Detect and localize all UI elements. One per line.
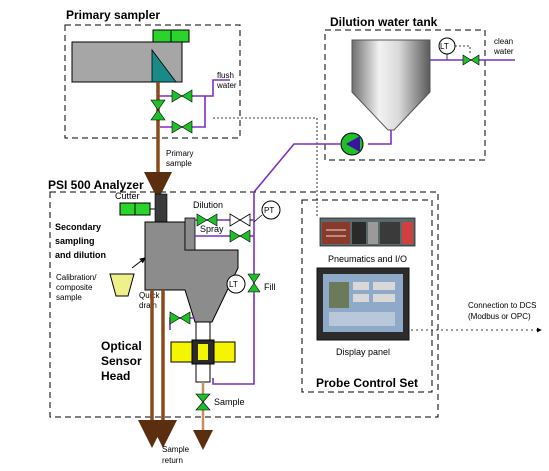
tank-level-transmitter: LT (438, 37, 456, 55)
svg-text:PT: PT (264, 206, 274, 215)
flush-water-line-2 (160, 96, 206, 128)
quick-drain-label: Quick (139, 291, 160, 300)
tank-level-signal (455, 45, 471, 55)
flush-valve-lower[interactable] (171, 120, 193, 134)
calibration-cup (109, 273, 135, 297)
sampler-control-signal (213, 117, 318, 218)
fill-valve[interactable] (247, 273, 261, 293)
secondary-sampling-label: Secondary (55, 222, 101, 232)
primary-sample-label: Primary (166, 149, 194, 158)
sample-valve[interactable] (195, 393, 211, 411)
dilution-pump-icon[interactable] (340, 132, 364, 156)
pressure-transmitter: PT (261, 200, 281, 220)
primary-sample-valve[interactable] (150, 99, 166, 121)
primary-sample-label-2: sample (166, 159, 192, 168)
svg-text:LT: LT (229, 280, 238, 289)
optical-sensor-label-3: Head (101, 369, 130, 383)
quick-drain-valve[interactable] (169, 311, 191, 325)
vessel-upper-pipe (184, 217, 196, 251)
fill-label: Fill (264, 282, 276, 292)
display-panel[interactable] (316, 267, 410, 341)
probe-control-boundary (301, 199, 433, 393)
dilution-regulator-valve[interactable] (229, 213, 251, 227)
optical-sensor-label: Optical (101, 339, 142, 353)
probe-control-title: Probe Control Set (316, 376, 418, 390)
clean-water-valve[interactable] (462, 54, 480, 66)
quick-drain-label-2: drain (139, 301, 157, 310)
flush-valve-upper[interactable] (171, 89, 193, 103)
analyzer-title: PSI 500 Analyzer (48, 178, 144, 192)
analyzer-boundary (49, 191, 439, 418)
secondary-sampling-label-2: sampling (55, 236, 95, 246)
pneumatics-io-unit (319, 217, 416, 247)
dcs-label-2: (Modbus or OPC) (468, 312, 531, 321)
primary-sampler-title: Primary sampler (66, 8, 160, 22)
svg-text:LT: LT (440, 42, 449, 51)
analyzer-level-transmitter: LT (226, 274, 246, 294)
tank-outlet-line (368, 130, 392, 145)
clean-water-label-2: water (493, 47, 514, 56)
dilution-tank-vessel (351, 39, 431, 131)
sample-return-label-2: return (162, 456, 183, 465)
dilution-valve[interactable] (196, 213, 218, 227)
spray-label: Spray (200, 224, 224, 234)
sample-label: Sample (214, 397, 245, 407)
cutter-label: Cutter (115, 191, 140, 201)
cutter-shaft (154, 193, 168, 223)
dilution-label: Dilution (193, 200, 223, 210)
clean-water-label: clean (494, 37, 513, 46)
dilution-tank-title: Dilution water tank (330, 15, 438, 29)
calibration-label-2: composite (56, 283, 93, 292)
flush-water-label-2: water (216, 81, 237, 90)
fill-line (212, 292, 255, 385)
optical-sensor-label-2: Sensor (101, 354, 142, 368)
flush-water-label: flush (217, 71, 234, 80)
sampler-cutter-blade (151, 48, 177, 83)
pneumatics-label: Pneumatics and I/O (328, 254, 407, 264)
sensor-yellow-left (170, 341, 194, 363)
primary-sampler-boundary (64, 24, 241, 139)
calibration-label: Calibration/ (56, 273, 97, 282)
calibration-label-3: sample (56, 293, 82, 302)
dilution-tank-boundary (324, 29, 486, 161)
spray-valve[interactable] (229, 229, 251, 243)
dcs-label: Connection to DCS (468, 301, 536, 310)
sensor-yellow-right (212, 341, 236, 363)
secondary-sampling-label-3: and dilution (55, 250, 106, 260)
sample-return-label: Sample (162, 445, 190, 454)
dilution-water-supply-line (253, 143, 341, 288)
display-panel-label: Display panel (336, 347, 390, 357)
